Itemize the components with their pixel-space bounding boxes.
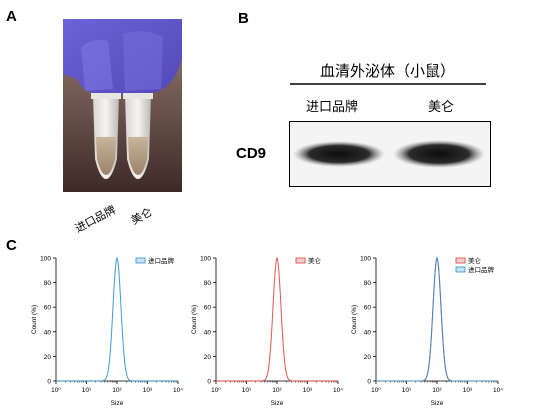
panel-letter-c: C (6, 237, 17, 254)
y-tick-label: 60 (204, 305, 212, 312)
histogram-3: 0 20 40 60 80 100 10⁰ 10¹ 10² 10³ 10⁴ Size Count (%)… (351, 256, 503, 408)
x-tick-label: 10² (112, 387, 122, 394)
legend-swatch (295, 257, 306, 264)
y-tick-label: 0 (207, 379, 211, 386)
tube-label-imported: 进口品牌 (73, 203, 118, 236)
y-tick-label: 100 (40, 256, 51, 263)
panel-letter-b: B (238, 10, 249, 27)
x-tick-label: 10⁰ (51, 387, 61, 394)
legend-label: 美仑 (308, 256, 322, 265)
series-line (376, 256, 498, 382)
histogram-1: 0 20 40 60 80 100 10⁰ 10¹ 10² 10³ 10⁴ Size Count (%)… (31, 256, 183, 408)
wb-header: 血清外泌体（小鼠） (320, 63, 456, 80)
y-tick-label: 100 (360, 256, 371, 263)
x-tick-label: 10³ (143, 387, 153, 394)
series-line (216, 256, 338, 382)
wb-protein-label: CD9 (236, 145, 267, 162)
y-tick-label: 20 (204, 354, 212, 361)
y-tick-label: 80 (204, 280, 212, 287)
x-tick-label: 10⁴ (493, 387, 503, 394)
y-tick-label: 80 (44, 280, 52, 287)
legend-label: 进口品牌 (148, 256, 175, 265)
wb-blot (289, 121, 491, 187)
wb-band-meilun (393, 140, 485, 168)
x-tick-label: 10⁰ (371, 387, 381, 394)
y-tick-label: 40 (364, 329, 372, 336)
x-axis-label: Size (111, 400, 124, 407)
wb-band-imported (293, 141, 385, 167)
y-tick-label: 20 (44, 354, 52, 361)
legend-swatch (135, 257, 146, 264)
y-tick-label: 40 (44, 329, 52, 336)
legend-label: 进口品牌 (468, 265, 495, 274)
x-tick-label: 10⁴ (173, 387, 183, 394)
wb-lane-label-meilun: 美仑 (428, 99, 455, 114)
tube-photo (63, 19, 182, 192)
y-tick-label: 60 (364, 305, 372, 312)
x-tick-label: 10² (432, 387, 442, 394)
y-axis-label: Count (%) (31, 305, 38, 334)
y-axis-label: Count (%) (191, 305, 198, 334)
y-tick-label: 100 (200, 256, 211, 263)
series-line (376, 256, 498, 382)
y-tick-label: 20 (364, 354, 372, 361)
y-axis-label: Count (%) (351, 305, 358, 334)
y-tick-label: 0 (47, 379, 51, 386)
histogram-2: 0 20 40 60 80 100 10⁰ 10¹ 10² 10³ 10⁴ Size Count (%)… (191, 256, 343, 408)
wb-header-line (290, 83, 486, 85)
series-line (56, 256, 178, 382)
x-tick-label: 10² (272, 387, 282, 394)
panel-letter-a: A (6, 8, 17, 25)
x-axis-label: Size (431, 400, 444, 407)
y-tick-label: 40 (204, 329, 212, 336)
y-tick-label: 0 (367, 379, 371, 386)
x-tick-label: 10³ (463, 387, 473, 394)
y-tick-label: 60 (44, 305, 52, 312)
legend-label: 美仑 (468, 256, 482, 265)
tube-label-meilun: 美仑 (129, 206, 155, 228)
wb-lane-label-imported: 进口品牌 (306, 99, 359, 114)
x-tick-label: 10¹ (82, 387, 92, 394)
x-tick-label: 10⁰ (211, 387, 221, 394)
x-axis-label: Size (271, 400, 284, 407)
x-tick-label: 10¹ (402, 387, 412, 394)
legend-swatch (455, 257, 466, 264)
y-tick-label: 80 (364, 280, 372, 287)
x-tick-label: 10¹ (242, 387, 252, 394)
x-tick-label: 10³ (303, 387, 313, 394)
x-tick-label: 10⁴ (333, 387, 343, 394)
legend-swatch (455, 266, 466, 273)
